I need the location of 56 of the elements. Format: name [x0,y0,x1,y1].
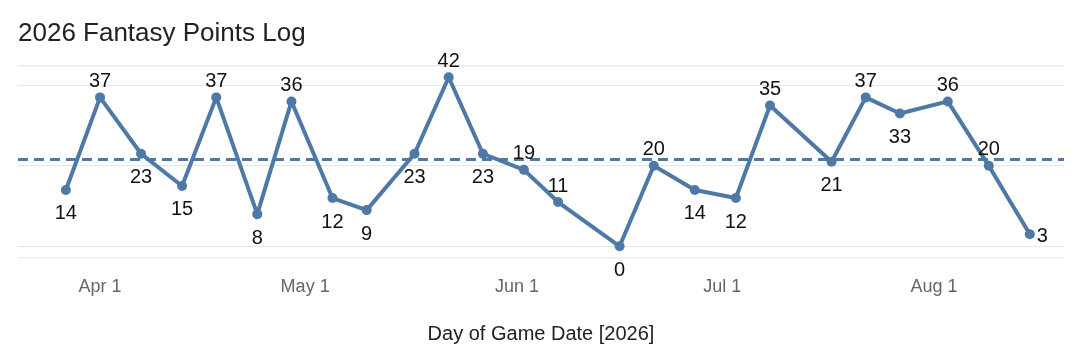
data-label: 23 [129,165,153,188]
data-label: 36 [936,72,959,95]
data-label: 9 [361,221,373,244]
point [327,193,338,204]
data-label: 19 [512,141,536,164]
point [730,193,741,204]
point [361,205,372,216]
data-label: 14 [54,201,77,224]
point [689,184,700,195]
point [894,108,905,119]
data-label: 35 [758,76,782,99]
point [983,160,994,171]
point [765,100,776,111]
point [211,92,222,103]
data-label: 36 [280,72,303,95]
x-tick-label: Jul 1 [703,276,742,297]
point [614,241,625,252]
data-label: 20 [642,137,665,160]
point [553,197,564,208]
data-label: 8 [251,225,263,248]
data-label: 21 [820,173,843,196]
point [477,148,488,159]
data-label: 37 [854,68,877,91]
data-label: 15 [170,197,194,220]
data-label: 12 [724,209,747,232]
point [252,209,263,220]
point [136,148,147,159]
data-label: 37 [88,68,112,91]
data-label: 23 [403,165,426,188]
data-label: 20 [977,137,1000,160]
data-label: 23 [471,165,495,188]
data-label: 11 [547,173,569,196]
x-tick-label: Jun 1 [495,276,540,297]
point [860,92,871,103]
data-label: 3 [1036,223,1048,246]
data-label: 14 [683,201,706,224]
data-label: 12 [321,209,344,232]
data-label: 0 [614,257,626,280]
point [286,96,297,107]
point [1024,229,1035,240]
x-tick-label: Aug 1 [910,276,958,297]
point [942,96,953,107]
data-label: 33 [888,125,912,148]
point [443,72,454,83]
data-label: 37 [205,68,228,91]
chart-title: 2026 Fantasy Points Log [18,16,306,47]
point [648,160,659,171]
point [409,148,420,159]
point [518,164,529,175]
data-label: 42 [437,48,460,71]
point [177,180,188,191]
x-axis-title: Day of Game Date [2026] [427,321,655,344]
x-tick-label: Apr 1 [78,276,122,297]
point [95,92,106,103]
point [60,184,71,195]
x-tick-label: May 1 [280,276,330,297]
